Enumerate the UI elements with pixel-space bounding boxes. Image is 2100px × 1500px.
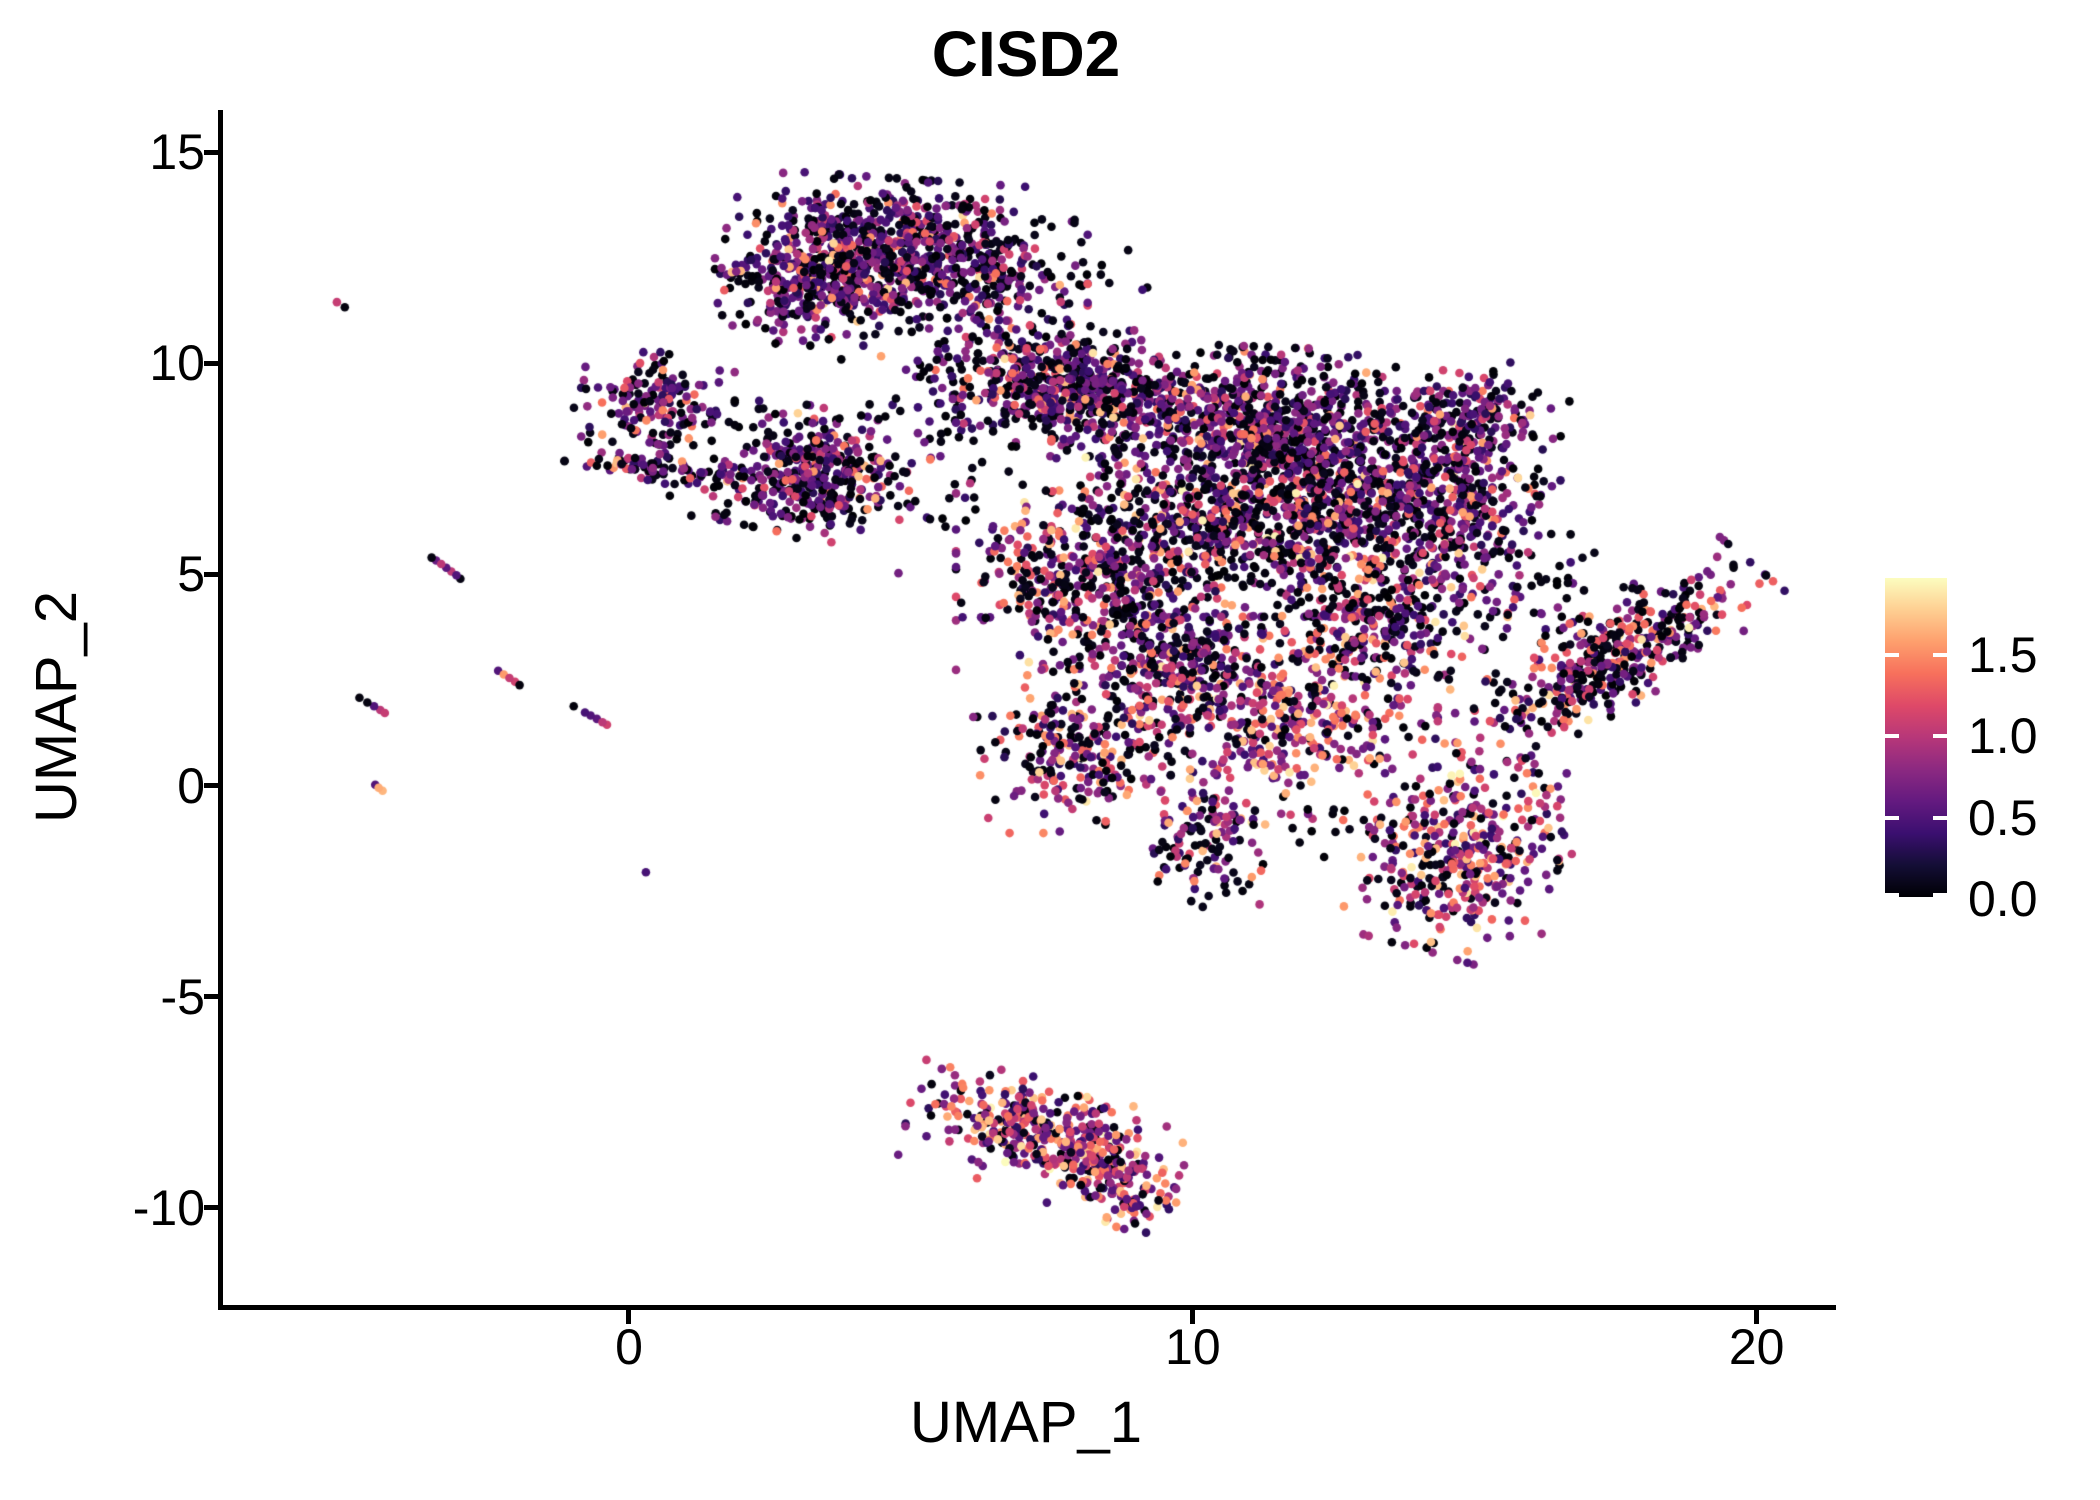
y-tick-label: 5 [177,546,205,603]
x-tick-label: 20 [1728,1319,1785,1375]
colorbar-tick-dash [1933,652,1947,657]
colorbar-tick-dash [1933,893,1947,897]
colorbar-tick-dash [1933,734,1947,739]
x-tick-mark [1754,1310,1760,1324]
y-tick-mark [204,149,218,155]
x-axis-label: UMAP_1 [909,1390,1143,1455]
y-tick-mark [204,360,218,366]
colorbar-tick-dash [1885,734,1899,739]
y-tick-label: -5 [160,968,205,1025]
x-tick-mark [626,1310,632,1324]
y-tick-mark [204,783,218,789]
x-tick-mark [1190,1310,1196,1324]
y-tick-mark [204,571,218,577]
colorbar-tick-label: 0.0 [1968,871,2038,927]
colorbar-tick-label: 1.0 [1968,708,2038,765]
x-axis-line [218,1305,1836,1310]
colorbar-tick-dash [1885,893,1899,897]
y-axis-label: UMAP_2 [24,590,89,824]
y-tick-label: 15 [149,124,205,181]
y-tick-label: -10 [132,1179,205,1236]
y-tick-label: 0 [177,757,205,814]
colorbar-tick-dash [1885,652,1899,657]
colorbar-tick-dash [1933,815,1947,820]
colorbar-tick-label: 1.5 [1968,626,2038,683]
colorbar-tick-dash [1885,815,1899,820]
colorbar-tick-label: 0.5 [1968,789,2038,846]
y-tick-mark [204,1205,218,1211]
x-tick-label: 0 [615,1319,643,1375]
y-axis-line [218,110,223,1310]
chart-title: CISD2 [931,18,1121,90]
y-tick-label: 10 [149,335,205,392]
x-tick-label: 10 [1165,1319,1221,1375]
y-tick-mark [204,994,218,1000]
